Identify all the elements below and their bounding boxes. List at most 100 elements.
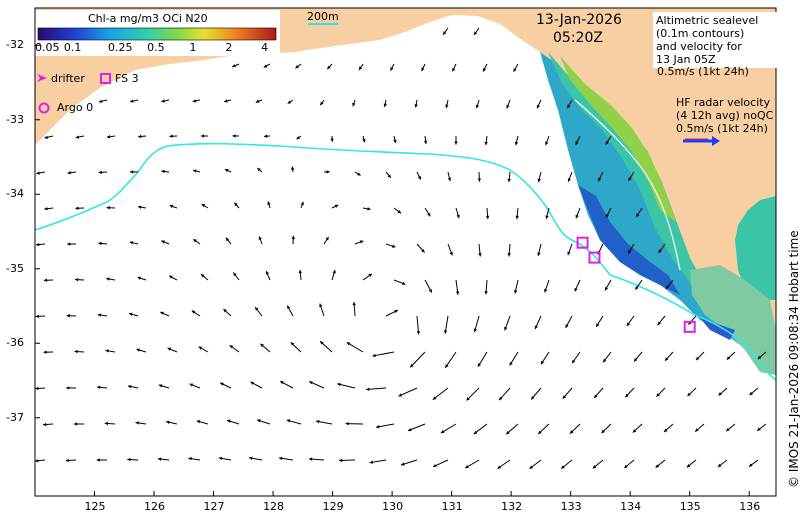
velocity-arrowhead — [67, 242, 71, 246]
velocity-arrowhead — [408, 428, 412, 432]
velocity-arrowhead — [66, 314, 70, 318]
velocity-arrowhead — [169, 204, 174, 209]
velocity-arrowhead — [428, 289, 432, 293]
colorbar-tick-label: 1 — [189, 41, 197, 54]
velocity-arrowhead — [232, 134, 236, 138]
velocity-arrowhead — [196, 420, 201, 424]
velocity-arrowhead — [443, 31, 447, 35]
lat-tick-label: -37 — [6, 410, 24, 424]
velocity-arrowhead — [138, 134, 142, 139]
velocity-arrowhead — [169, 134, 173, 138]
velocity-arrowhead — [695, 428, 699, 432]
velocity-arrowhead — [366, 387, 370, 391]
velocity-arrowhead — [287, 305, 291, 310]
velocity-arrowhead — [75, 135, 80, 139]
velocity-arrowhead — [514, 141, 519, 146]
velocity-arrowhead — [432, 396, 437, 400]
velocity-arrowhead — [161, 169, 165, 174]
velocity-arrowhead — [482, 68, 487, 72]
velocity-arrowhead — [104, 421, 108, 426]
shelf-contour-200m — [34, 142, 777, 381]
velocity-arrowhead — [130, 99, 134, 103]
velocity-arrowhead — [157, 457, 162, 461]
velocity-arrowhead — [540, 360, 545, 365]
drifter-label: drifter — [51, 72, 85, 85]
velocity-arrowhead — [513, 290, 518, 294]
velocity-arrowhead — [477, 178, 482, 182]
date-label: 13-Jan-2026 — [536, 12, 622, 28]
velocity-arrowhead — [572, 359, 576, 364]
velocity-arrowhead — [394, 310, 398, 314]
velocity-arrowhead — [506, 430, 510, 435]
lon-tick-label: 131 — [441, 500, 463, 513]
velocity-arrowhead — [129, 241, 134, 245]
velocity-arrowhead — [416, 331, 421, 335]
velocity-arrowhead — [290, 342, 295, 346]
velocity-arrowhead — [200, 134, 205, 138]
velocity-arrowhead — [105, 349, 109, 353]
lon-tick-label: 133 — [560, 500, 582, 513]
velocity-arrowhead — [352, 102, 356, 107]
velocity-arrowhead — [106, 206, 110, 210]
velocity-arrowhead — [531, 395, 535, 400]
velocity-arrowhead — [224, 168, 229, 173]
velocity-arrowhead — [191, 310, 196, 314]
velocity-arrowhead — [233, 272, 237, 277]
velocity-arrowhead — [327, 65, 331, 70]
velocity-arrowhead — [506, 104, 510, 109]
velocity-arrowhead — [634, 357, 638, 362]
velocity-arrowhead — [320, 341, 324, 345]
velocity-arrowhead — [515, 215, 519, 220]
velocity-arrowhead — [414, 104, 418, 108]
velocity-arrowhead — [198, 346, 203, 350]
velocity-arrowhead — [726, 356, 731, 360]
velocity-arrowhead — [229, 345, 234, 349]
velocity-arrowhead — [605, 214, 609, 218]
velocity-arrowhead — [161, 240, 165, 244]
velocity-arrowhead — [36, 171, 40, 175]
velocity-arrowhead — [67, 171, 71, 175]
velocity-arrowhead — [362, 138, 366, 143]
velocity-arrowhead — [189, 383, 194, 387]
velocity-arrowhead — [626, 322, 631, 326]
colorbar-title: Chl-a mg/m3 OCi N20 — [88, 12, 208, 25]
velocity-arrowhead — [401, 462, 405, 466]
chlorophyll-southeast — [690, 265, 776, 375]
velocity-arrowhead — [326, 170, 330, 174]
velocity-arrowhead — [376, 425, 380, 429]
velocity-arrowhead — [749, 391, 754, 396]
velocity-arrowhead — [447, 177, 452, 181]
velocity-arrowhead — [368, 273, 372, 278]
velocity-arrowhead — [357, 172, 361, 176]
velocity-arrowhead — [538, 430, 542, 435]
velocity-arrowhead — [138, 205, 142, 209]
lat-tick-label: -32 — [6, 38, 24, 52]
velocity-arrowhead — [545, 215, 549, 219]
velocity-arrowhead — [454, 141, 458, 145]
radar-note-3: 0.5m/s (1kt 24h) — [676, 122, 768, 135]
colorbar-tick-label: 0.1 — [63, 41, 82, 54]
velocity-arrowhead — [161, 99, 165, 103]
velocity-arrowhead — [135, 421, 139, 425]
velocity-arrowhead — [575, 141, 579, 145]
lat-tick-label: -36 — [6, 336, 24, 350]
velocity-arrowhead — [499, 396, 503, 401]
velocity-arrowhead — [598, 177, 602, 182]
velocity-arrowhead — [223, 308, 227, 313]
fs-station-marker — [588, 251, 601, 264]
velocity-arrowhead — [128, 312, 133, 316]
velocity-arrowhead — [656, 393, 660, 397]
velocity-arrowhead — [372, 353, 376, 358]
velocity-arrow — [398, 387, 418, 397]
velocity-arrowhead — [695, 356, 700, 361]
velocity-arrowhead — [66, 386, 70, 390]
velocity-arrowhead — [534, 325, 538, 330]
velocity-arrowhead — [352, 301, 356, 306]
lat-tick-label: -35 — [6, 261, 24, 275]
lat-tick-label: -34 — [6, 187, 24, 201]
velocity-arrowhead — [137, 276, 142, 280]
velocity-arrowhead — [387, 174, 391, 178]
velocity-arrowhead — [169, 275, 173, 279]
velocity-arrow — [409, 351, 426, 368]
altimetry-scale-note: 0.5m/s (1kt 24h) — [657, 65, 749, 78]
